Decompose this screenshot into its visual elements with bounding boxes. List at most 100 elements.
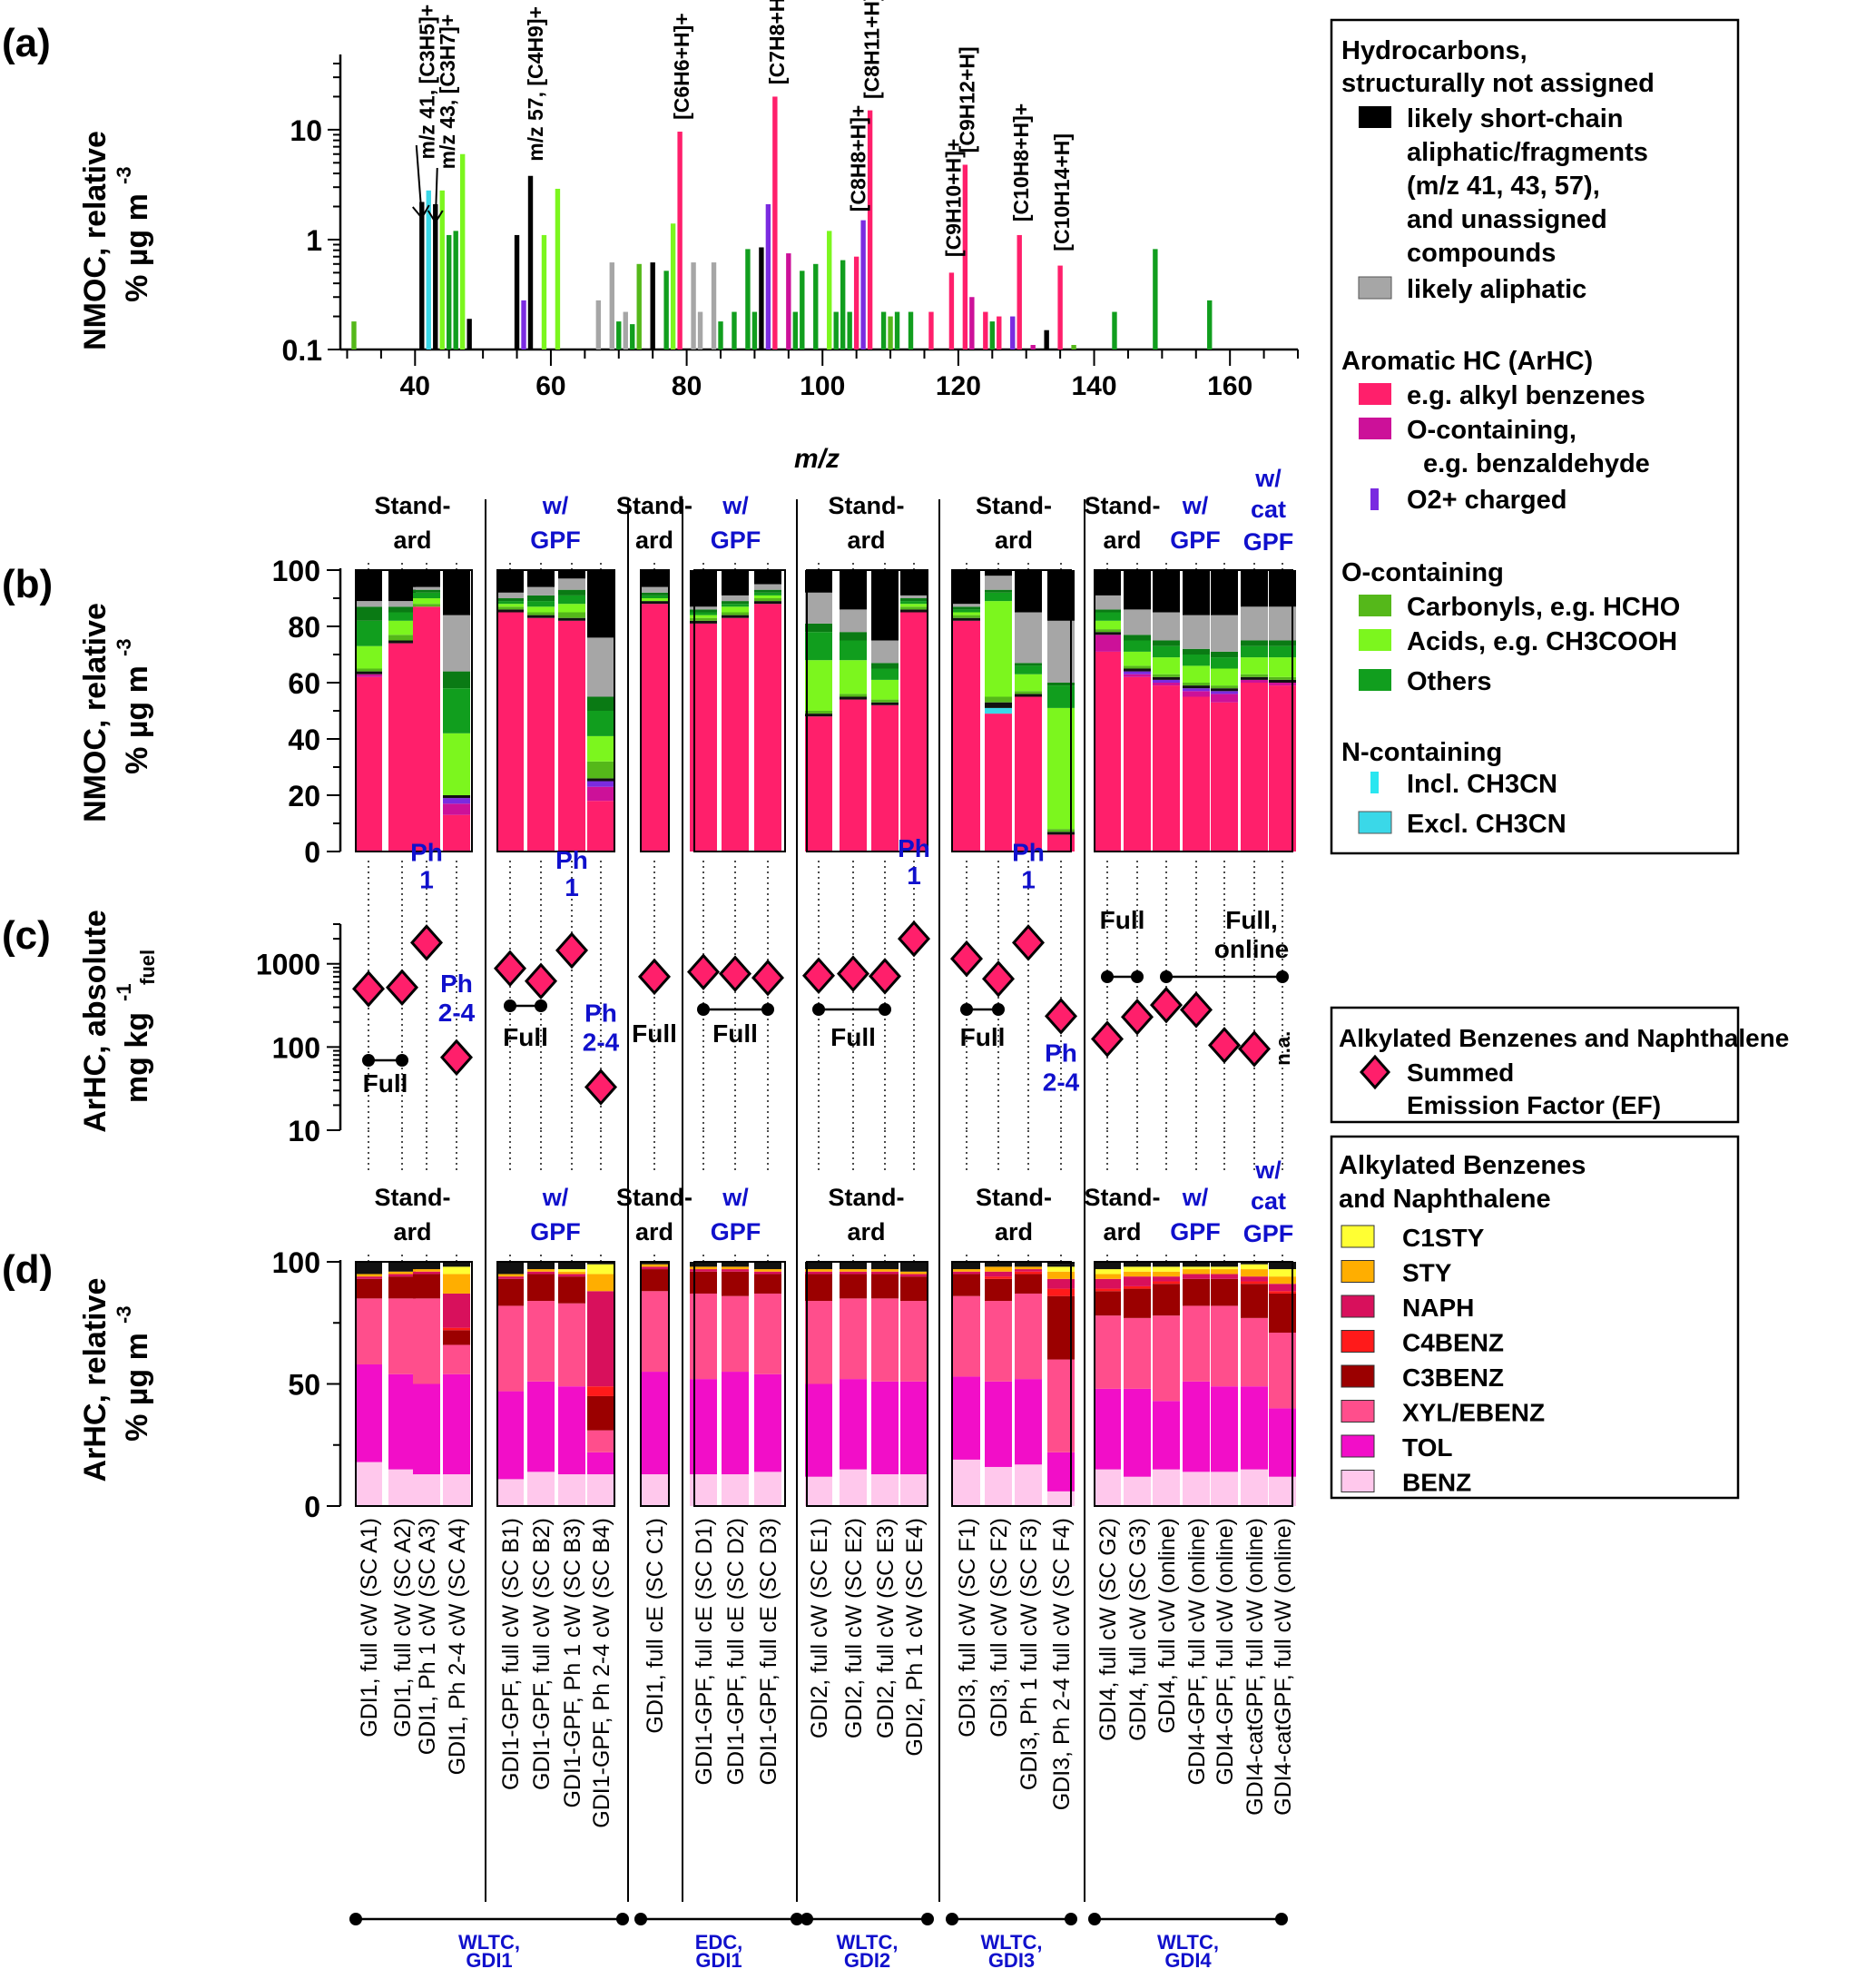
group-frame-d-6 xyxy=(1094,1261,1293,1507)
bar-d-23-sty xyxy=(1183,1269,1210,1275)
bar-mz-131 xyxy=(1030,344,1036,349)
bar-b-2-dgreen2 xyxy=(413,589,440,593)
bar-d-4-naph xyxy=(496,1276,524,1279)
bar-d-22-c4 xyxy=(1153,1281,1180,1285)
ef-diamond-0 xyxy=(351,970,386,1008)
legend-swatch-alkyl xyxy=(1359,383,1391,405)
bar-d-19-c4 xyxy=(1047,1288,1075,1296)
bar-d-15-c3 xyxy=(900,1276,928,1302)
y-tick-label-b: 40 xyxy=(288,724,320,756)
cycle-dot-end-1 xyxy=(791,1913,803,1925)
y-tick-label-c: 1000 xyxy=(256,949,320,981)
bar-d-22-c1sty xyxy=(1153,1266,1180,1272)
legend-ocont-2: e.g. benzaldehyde xyxy=(1423,449,1650,478)
bar-mz-122 xyxy=(969,297,975,349)
bar-mz-45 xyxy=(447,234,452,349)
group-title-b-1: w/ xyxy=(542,492,569,519)
bar-b-0-ocont xyxy=(355,674,382,677)
bar-d-11-benz xyxy=(754,1472,781,1506)
bar-d-18-naph xyxy=(1015,1269,1042,1272)
na-label: n.a. xyxy=(1272,1031,1294,1066)
full-online-label-2: online xyxy=(1214,935,1289,963)
ef-diamond-21 xyxy=(1120,998,1154,1036)
bar-mz-89 xyxy=(745,249,751,349)
full-label-d: Full xyxy=(712,1019,758,1048)
bar-d-6-c1sty xyxy=(558,1269,585,1272)
bar-b-12-short xyxy=(805,570,832,593)
bar-b-5-alkyl xyxy=(527,617,555,852)
bar-b-15-short_low xyxy=(900,609,928,613)
bar-mz-93 xyxy=(772,96,778,349)
bar-b-15-carb xyxy=(900,606,928,610)
panel-label-b: (b) xyxy=(2,562,53,606)
bar-d-8-xyl xyxy=(641,1291,668,1373)
bar-d-8-c3 xyxy=(641,1269,668,1292)
bar-b-6-oth xyxy=(558,595,585,605)
bar-b-3-aliph xyxy=(443,615,470,672)
sample-label-11: GDI1-GPF, full cE (SC D3) xyxy=(756,1518,781,1786)
bar-b-3-acid xyxy=(443,733,470,795)
bar-b-14-carb xyxy=(871,699,899,703)
bar-d-4-tol xyxy=(496,1391,524,1480)
bar-d-4-benz xyxy=(496,1479,524,1506)
full-label-f: Full xyxy=(960,1023,1006,1051)
bar-d-11-xyl xyxy=(754,1293,781,1374)
bar-mz-41 xyxy=(419,202,425,349)
ef-diamond-24 xyxy=(1207,1027,1242,1064)
bar-d-11-sty xyxy=(754,1269,781,1272)
bar-d-16-xyl xyxy=(953,1295,980,1377)
group-title-b-3: w/ xyxy=(722,492,749,519)
bar-mz-57 xyxy=(527,175,534,349)
bar-b-13-carb xyxy=(840,694,867,697)
bar-d-0-benz xyxy=(355,1462,382,1506)
bar-mz-133 xyxy=(1044,330,1049,349)
bar-b-1-alkyl xyxy=(388,643,416,852)
bar-b-14-oth xyxy=(871,668,899,680)
bar-d-9-naph xyxy=(690,1269,717,1272)
bar-b-9-aliph xyxy=(690,606,717,610)
ef-diamond-11 xyxy=(751,959,785,997)
bar-mz-104 xyxy=(847,311,852,349)
bar-b-7-aliph xyxy=(587,637,614,697)
legend-short-4: and unassigned xyxy=(1407,205,1607,234)
bar-d-7-c1sty xyxy=(587,1264,614,1275)
bar-d-18-benz xyxy=(1015,1464,1042,1506)
bar-d-23-xyl xyxy=(1183,1305,1210,1382)
bar-mz-59 xyxy=(541,234,547,349)
cycle-label-1-4: WLTC, xyxy=(1157,1931,1219,1954)
bar-d-16-naph xyxy=(953,1271,980,1275)
bar-d-24-sty xyxy=(1211,1269,1238,1275)
group-title-d-5: Stand- xyxy=(976,1184,1052,1211)
bar-b-0-carb xyxy=(355,668,382,672)
bar-d-20-c3 xyxy=(1094,1291,1121,1316)
legend-acid: Acids, e.g. CH3COOH xyxy=(1407,627,1677,656)
bar-d-20-xyl xyxy=(1094,1315,1121,1389)
y-tick-label-a: 10 xyxy=(290,114,322,147)
bar-mz-78 xyxy=(670,223,676,349)
bar-b-8-dgreen2 xyxy=(641,592,668,596)
bar-b-10-acid xyxy=(722,606,749,613)
bar-mz-56 xyxy=(521,300,526,349)
bar-mz-129 xyxy=(1017,234,1022,349)
legend-swatch-acid xyxy=(1359,629,1391,651)
group-title-b-2: Stand- xyxy=(616,492,692,519)
bar-b-3-ocont xyxy=(443,803,470,815)
bar-mz-101 xyxy=(827,231,832,349)
bar-b-8-aliph xyxy=(641,586,668,593)
bar-b-16-short_low xyxy=(953,617,980,621)
legend-ef-l1: Summed xyxy=(1407,1058,1514,1087)
sample-label-3: GDI1, Ph 2-4 cW (SC A4) xyxy=(445,1518,470,1775)
bar-d-11-c3 xyxy=(754,1274,781,1294)
bar-d-1-naph xyxy=(388,1274,416,1277)
bar-mz-77 xyxy=(663,271,669,349)
bar-d-5-xyl xyxy=(527,1301,555,1382)
bar-d-24-c3 xyxy=(1211,1278,1238,1306)
cycle-label-2-3: GDI3 xyxy=(988,1949,1035,1969)
ph1-label-a-0: Ph xyxy=(410,838,443,866)
bar-mz-99 xyxy=(813,263,819,349)
legend-title-n: N-containing xyxy=(1341,738,1502,767)
bar-d-18-c4 xyxy=(1015,1271,1042,1275)
y-tick-label-a: 1 xyxy=(306,224,322,257)
bar-b-16-oth xyxy=(953,609,980,613)
group-subtitle-d-5: ard xyxy=(995,1218,1033,1245)
